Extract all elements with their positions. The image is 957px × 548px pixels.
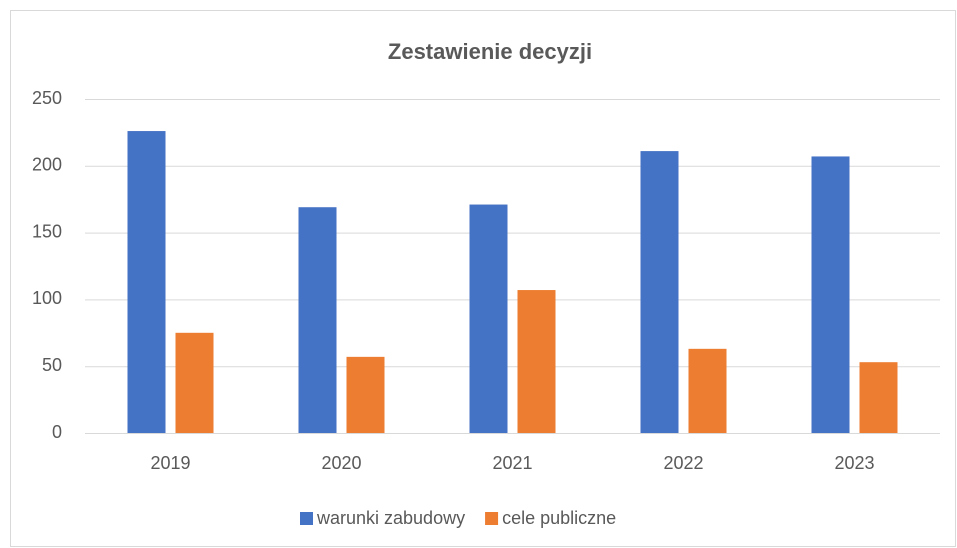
x-tick-label: 2022 — [663, 453, 703, 473]
legend-swatch — [300, 512, 313, 525]
bar — [175, 332, 214, 433]
y-tick-label: 200 — [32, 155, 62, 175]
legend-swatch — [485, 512, 499, 525]
bar — [811, 156, 850, 433]
legend-label: warunki zabudowy — [316, 508, 465, 528]
bar — [517, 290, 556, 433]
y-tick-label: 100 — [32, 288, 62, 308]
bar — [346, 356, 385, 433]
bar — [469, 204, 508, 433]
bar — [298, 207, 337, 433]
y-tick-label: 50 — [42, 355, 62, 375]
x-tick-label: 2021 — [492, 453, 532, 473]
bar — [859, 362, 898, 433]
y-tick-label: 250 — [32, 88, 62, 108]
bar — [640, 151, 679, 433]
legend-label: cele publiczne — [502, 508, 616, 528]
bar — [688, 348, 727, 433]
chart-title: Zestawienie decyzji — [388, 39, 592, 64]
x-tick-label: 2019 — [150, 453, 190, 473]
y-tick-label: 150 — [32, 221, 62, 241]
x-tick-label: 2023 — [834, 453, 874, 473]
x-tick-label: 2020 — [321, 453, 361, 473]
bar — [127, 131, 166, 433]
y-tick-label: 0 — [52, 422, 62, 442]
